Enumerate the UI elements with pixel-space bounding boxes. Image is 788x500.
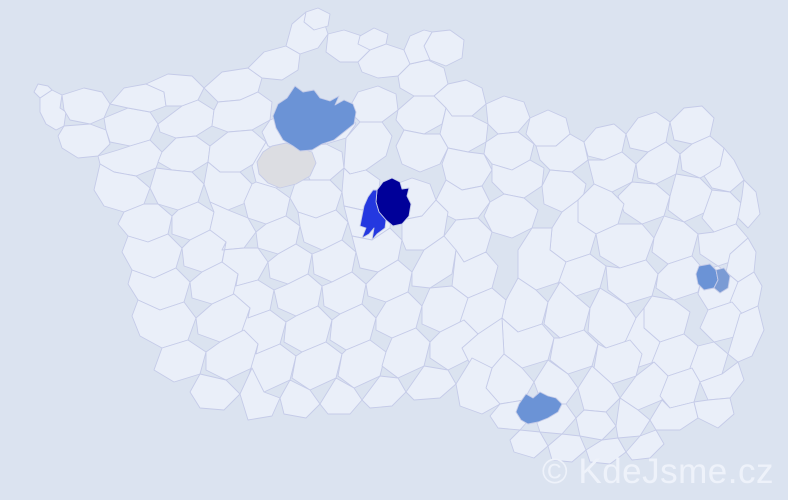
district[interactable] <box>404 30 432 64</box>
district[interactable] <box>412 236 456 288</box>
district[interactable] <box>376 292 422 338</box>
district-highlight-karvina[interactable] <box>714 268 730 293</box>
district[interactable] <box>544 282 590 338</box>
district[interactable] <box>58 124 110 158</box>
district[interactable] <box>510 430 548 458</box>
district[interactable] <box>596 224 654 268</box>
district[interactable] <box>358 28 388 50</box>
district[interactable] <box>626 112 670 152</box>
district[interactable] <box>670 106 714 144</box>
district[interactable] <box>274 274 322 316</box>
district[interactable] <box>366 260 412 302</box>
district[interactable] <box>586 438 626 464</box>
district[interactable] <box>312 240 356 282</box>
district[interactable] <box>40 90 66 130</box>
district-layer-highlighted <box>257 86 730 424</box>
district[interactable] <box>322 272 366 314</box>
district[interactable] <box>548 434 586 462</box>
district[interactable] <box>158 136 210 172</box>
district-highlight-pelhrimov[interactable] <box>360 190 386 240</box>
district-highlight-rakovnik[interactable] <box>257 143 316 188</box>
district[interactable] <box>248 46 300 80</box>
district[interactable] <box>292 342 342 390</box>
district[interactable] <box>396 130 448 172</box>
district[interactable] <box>304 8 330 30</box>
district[interactable] <box>212 92 272 132</box>
district[interactable] <box>626 430 664 460</box>
district[interactable] <box>652 216 698 264</box>
district[interactable] <box>330 304 376 350</box>
district[interactable] <box>606 260 658 304</box>
district-highlight-breclav[interactable] <box>516 392 562 424</box>
district[interactable] <box>704 148 744 192</box>
district[interactable] <box>542 170 586 212</box>
district[interactable] <box>456 358 500 414</box>
district[interactable] <box>62 88 110 124</box>
district[interactable] <box>694 398 734 428</box>
district-layer-base <box>34 8 764 464</box>
district[interactable] <box>382 328 430 378</box>
district[interactable] <box>190 374 240 410</box>
district[interactable] <box>636 142 680 184</box>
district[interactable] <box>738 180 760 228</box>
district[interactable] <box>396 96 446 134</box>
district[interactable] <box>486 96 530 134</box>
district[interactable] <box>284 306 332 352</box>
district-highlight-ceska-lipa[interactable] <box>273 86 356 151</box>
district[interactable] <box>268 244 312 284</box>
district[interactable] <box>402 200 448 250</box>
district[interactable] <box>256 216 300 254</box>
district[interactable] <box>576 410 616 440</box>
district[interactable] <box>34 84 52 98</box>
district[interactable] <box>584 124 626 160</box>
district[interactable] <box>618 182 670 224</box>
district[interactable] <box>550 330 598 374</box>
